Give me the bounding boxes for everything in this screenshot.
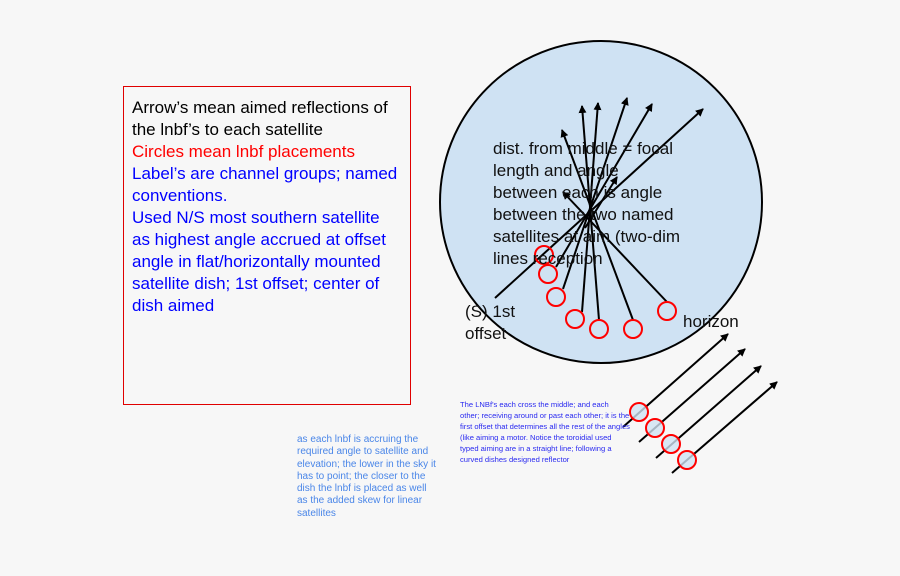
lnbf-circle (629, 402, 649, 422)
arrow (555, 103, 653, 268)
legend-labels: Label’s are channel groups; named conven… (132, 164, 398, 205)
lnbf-circle (645, 418, 665, 438)
lnbf-circle (534, 245, 554, 265)
straight-lnbf-circles (629, 402, 697, 470)
lnbf-circle (657, 301, 677, 321)
lnbf-circle (589, 319, 609, 339)
lnbf-circles (534, 245, 677, 339)
dish-center-text: dist. from middle = focal length and ang… (493, 139, 681, 268)
arrow (562, 97, 629, 290)
legend-ns: Used N/S most southern satellite as high… (132, 208, 386, 315)
offset-label: (S) 1st offset (465, 302, 516, 343)
lnbf-circle (538, 264, 558, 284)
arrow (562, 191, 668, 303)
lnbf-circle (565, 309, 585, 329)
lnbf-circle (677, 450, 697, 470)
horizon-label: horizon (683, 312, 739, 331)
legend-circles: Circles mean lnbf placements (132, 142, 355, 161)
arrow (584, 176, 618, 229)
lnbf-cross-note: The LNBf's each cross the middle; and ea… (460, 400, 630, 464)
lnbf-circle (661, 434, 681, 454)
lnbf-circle (623, 319, 643, 339)
lnbf-circle (546, 287, 566, 307)
accruing-note: as each lnbf is accruing the required an… (297, 434, 436, 519)
arrow (578, 105, 600, 321)
legend-arrows: Arrow’s mean aimed reflections of the ln… (132, 98, 388, 139)
arrow (560, 129, 634, 321)
arrow (494, 108, 704, 299)
legend-box: Arrow’s mean aimed reflections of the ln… (123, 86, 411, 405)
reflection-arrows (494, 97, 704, 321)
